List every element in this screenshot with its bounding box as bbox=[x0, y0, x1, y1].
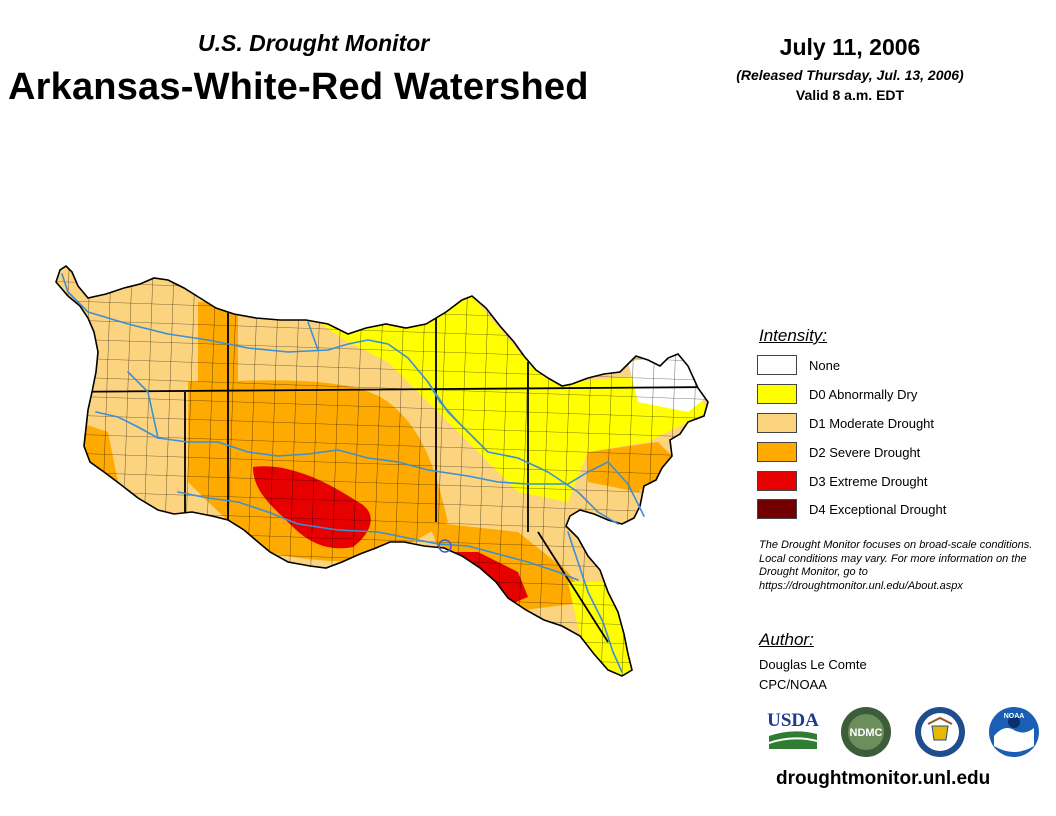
map-title: Arkansas-White-Red Watershed bbox=[8, 66, 589, 108]
legend-label: D3 Extreme Drought bbox=[809, 473, 928, 489]
legend-item-none: None bbox=[757, 354, 840, 376]
commerce-seal[interactable] bbox=[914, 706, 966, 758]
author-heading: Author: bbox=[759, 630, 814, 649]
noaa-logo-text: NOAA bbox=[1004, 713, 1025, 720]
watershed-drought-map bbox=[55, 264, 709, 677]
legend-label: D4 Exceptional Drought bbox=[809, 501, 947, 517]
author-organization: CPC/NOAA bbox=[759, 677, 827, 692]
disclaimer-note: The Drought Monitor focuses on broad-sca… bbox=[759, 539, 1033, 592]
ndmc-logo[interactable]: NDMC bbox=[840, 706, 892, 758]
website-url[interactable]: droughtmonitor.unl.edu bbox=[776, 768, 991, 789]
map-date: July 11, 2006 bbox=[779, 34, 921, 60]
map-subtitle: U.S. Drought Monitor bbox=[198, 30, 430, 56]
legend-swatch bbox=[757, 384, 797, 404]
legend-item-d1: D1 Moderate Drought bbox=[757, 412, 934, 434]
legend-item-d0: D0 Abnormally Dry bbox=[757, 383, 917, 405]
valid-time: Valid 8 a.m. EDT bbox=[795, 87, 905, 103]
release-date: (Released Thursday, Jul. 13, 2006) bbox=[736, 67, 964, 83]
author-name: Douglas Le Comte bbox=[759, 657, 867, 672]
legend-label: D1 Moderate Drought bbox=[809, 415, 935, 431]
legend-swatch bbox=[757, 442, 797, 462]
date-block: July 11, 2006 (Released Thursday, Jul. 1… bbox=[700, 34, 1000, 103]
ndmc-logo-text: NDMC bbox=[850, 727, 883, 739]
usda-logo[interactable]: USDA bbox=[766, 706, 820, 752]
legend-label: None bbox=[809, 357, 841, 373]
legend-swatch bbox=[757, 471, 797, 491]
legend-swatch bbox=[757, 499, 797, 519]
legend-swatch bbox=[757, 413, 797, 433]
legend-label: D2 Severe Drought bbox=[809, 444, 921, 460]
usda-logo-text: USDA bbox=[767, 710, 819, 731]
legend-label: D0 Abnormally Dry bbox=[809, 386, 918, 402]
noaa-logo[interactable]: NOAA bbox=[988, 706, 1040, 758]
legend-swatch bbox=[757, 355, 797, 375]
legend-item-d2: D2 Severe Drought bbox=[757, 441, 920, 463]
legend-item-d4: D4 Exceptional Drought bbox=[757, 498, 946, 520]
legend-title: Intensity: bbox=[759, 326, 828, 345]
legend-item-d3: D3 Extreme Drought bbox=[757, 470, 928, 492]
